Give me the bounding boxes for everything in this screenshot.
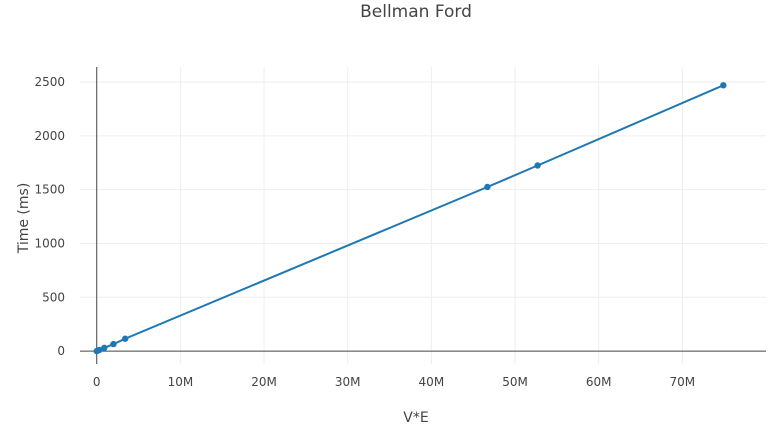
data-point[interactable] [101, 344, 108, 352]
series-line [96, 84, 724, 353]
data-point[interactable] [720, 82, 727, 89]
x-tick-label: 70M [670, 375, 696, 389]
grid-layer [80, 67, 766, 364]
data-point[interactable] [96, 346, 103, 354]
y-tick-label: 1000 [34, 236, 65, 250]
data-point[interactable] [484, 183, 491, 191]
x-axis-title: V*E [403, 410, 428, 426]
data-point[interactable] [110, 340, 117, 348]
tick-layer: 0 10M 20M 30M 40M 50M 60M 70M 0 500 1000 1500 2000 25… [34, 75, 695, 389]
x-tick-label: 40M [419, 375, 445, 389]
data-point[interactable] [121, 335, 129, 342]
x-tick-label: 60M [586, 375, 612, 389]
y-tick-label: 1500 [34, 183, 65, 197]
x-tick-label: 50M [502, 375, 528, 389]
x-tick-label: 10M [168, 375, 194, 389]
y-tick-label: 2500 [34, 75, 65, 89]
data-point[interactable] [534, 162, 541, 169]
y-tick-label: 2000 [34, 129, 65, 143]
x-tick-label: 0 [93, 375, 101, 389]
y-tick-label: 0 [57, 344, 65, 358]
y-axis-title: Time (ms) [16, 183, 32, 255]
x-tick-label: 30M [335, 375, 361, 389]
series-layer [93, 82, 727, 355]
y-tick-label: 500 [42, 290, 65, 304]
axis-layer [80, 67, 766, 364]
x-tick-label: 20M [251, 375, 277, 389]
chart-title: Bellman Ford [360, 2, 472, 22]
